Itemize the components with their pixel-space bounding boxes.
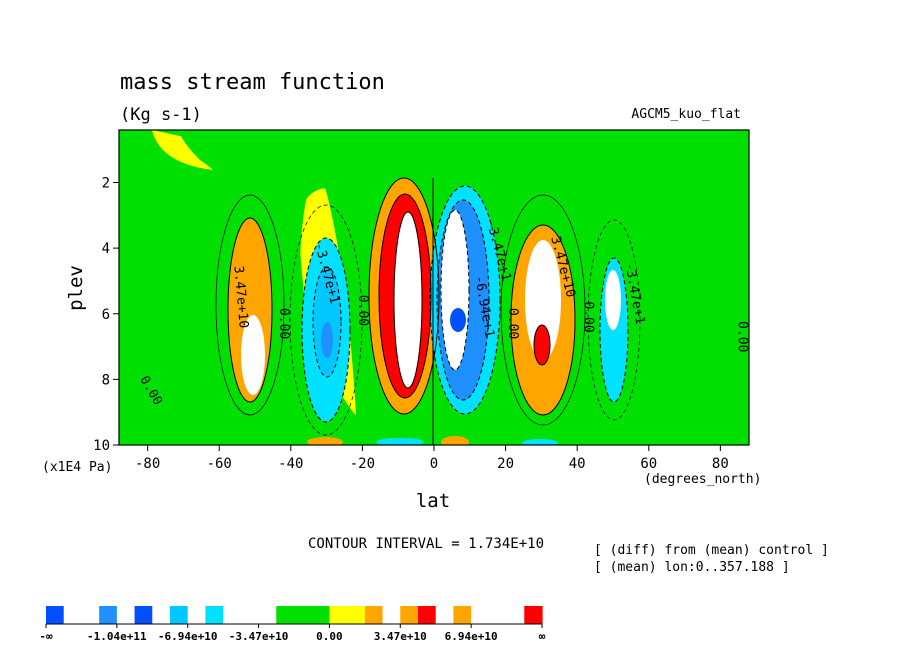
colorbar-swatch — [347, 606, 366, 624]
chart-units: (Kg s-1) — [120, 105, 202, 125]
colorbar-swatch — [116, 606, 136, 624]
colorbar-swatch — [294, 606, 313, 624]
colorbar-label: -∞ — [39, 630, 53, 643]
colorbar-label: -6.94e+10 — [158, 630, 218, 643]
contour-label: 0.00 — [580, 301, 595, 332]
surface-negative-blob-east — [522, 439, 558, 445]
colorbar-label: -1.04e+11 — [87, 630, 147, 643]
y-tick-label: 6 — [102, 307, 110, 323]
colorbar-swatch — [258, 606, 277, 624]
green-center — [410, 130, 525, 168]
colorbar-swatch — [205, 606, 224, 624]
colorbar-swatch — [418, 606, 437, 624]
cell-north-positive-inner — [525, 240, 561, 360]
colorbar-swatch — [524, 606, 543, 624]
cell-north-negative-inner — [605, 270, 621, 330]
y-axis: 2 4 6 8 10 — [93, 176, 119, 454]
cell-north-positive-core — [534, 325, 550, 365]
x-tick-label: 80 — [712, 456, 729, 472]
contour-label: 0.00 — [505, 308, 520, 339]
x-tick-label: 60 — [640, 456, 657, 472]
y-tick-label: 2 — [102, 176, 110, 192]
colorbar-label: 6.94e+10 — [445, 630, 498, 643]
contour-lines — [215, 177, 641, 445]
x-tick-label: -20 — [350, 456, 375, 472]
colorbar-swatch — [81, 606, 100, 624]
surface-positive-blob — [307, 437, 343, 445]
contour-label: 0.00 — [355, 295, 370, 326]
colorbar-swatch — [364, 606, 384, 624]
colorbar-swatch — [329, 606, 348, 624]
colorbar-swatch — [63, 606, 83, 624]
cell-south-weak-positive-core — [241, 315, 265, 395]
x-tick-label: -40 — [278, 456, 303, 472]
x-tick-label: -60 — [207, 456, 232, 472]
colorbar-swatch — [170, 606, 189, 624]
green-bottom — [119, 400, 749, 445]
y-tick-label: 10 — [93, 438, 110, 454]
x-tick-label: 20 — [497, 456, 514, 472]
colorbar-swatch — [435, 606, 455, 624]
y-tick-label: 4 — [102, 241, 110, 257]
colorbar-swatch — [488, 606, 508, 624]
colorbar-swatch — [471, 606, 490, 624]
colorbar-swatch — [46, 606, 65, 624]
x-axis: -80 -60 -40 -20 0 20 40 60 80 — [135, 445, 729, 472]
colorbar-label: -3.47e+10 — [229, 630, 289, 643]
chart-title: mass stream function — [120, 70, 385, 95]
y-axis-label: plev — [65, 265, 87, 311]
run-label: AGCM5_kuo_flat — [631, 107, 741, 122]
colorbar-swatch — [152, 606, 171, 624]
contour-label: 0.00 — [276, 308, 291, 339]
cell-hadley-north-core — [450, 308, 466, 332]
y-tick-label: 8 — [102, 372, 110, 388]
colorbar-swatch — [311, 606, 331, 624]
green-east — [565, 130, 749, 432]
x-tick-label: 40 — [569, 456, 586, 472]
surface-negative-blob — [376, 438, 424, 445]
x-tick-label: -80 — [135, 456, 160, 472]
colorbar-swatch — [453, 606, 472, 624]
colorbar-swatch — [187, 606, 207, 624]
y-axis-units: (x1E4 Pa) — [42, 460, 112, 475]
info-line-mean: [ (mean) lon:0..357.188 ] — [594, 560, 790, 575]
contour-field — [119, 130, 749, 445]
cell-south-negative-core — [321, 322, 333, 358]
x-axis-label: lat — [416, 490, 450, 512]
colorbar-swatch — [276, 606, 295, 624]
x-tick-label: 0 — [430, 456, 438, 472]
colorbar-swatch — [99, 606, 118, 624]
colorbar-swatch — [134, 606, 153, 624]
colorbar-swatch — [400, 606, 419, 624]
colorbar-swatch — [240, 606, 260, 624]
colorbar-swatch — [382, 606, 401, 624]
colorbar-label: ∞ — [539, 630, 546, 643]
colorbar: -∞ -1.04e+11 -6.94e+10 -3.47e+10 0.00 3.47e+1… — [39, 606, 546, 643]
colorbar-label: 0.00 — [316, 630, 343, 643]
green-west — [178, 130, 370, 432]
colorbar-label: 3.47e+10 — [374, 630, 427, 643]
x-axis-units: (degrees_north) — [644, 472, 761, 487]
contour-label: 3.47e+10 — [230, 265, 250, 329]
cell-hadley-south-inner — [394, 212, 422, 388]
contour-label: 0.00 — [734, 321, 749, 352]
colorbar-swatch — [223, 606, 242, 624]
info-line-diff: [ (diff) from (mean) control ] — [594, 543, 829, 558]
colorbar-swatch — [506, 606, 525, 624]
contour-interval: CONTOUR INTERVAL = 1.734E+10 — [308, 536, 544, 552]
surface-positive-blob-center — [441, 436, 469, 445]
